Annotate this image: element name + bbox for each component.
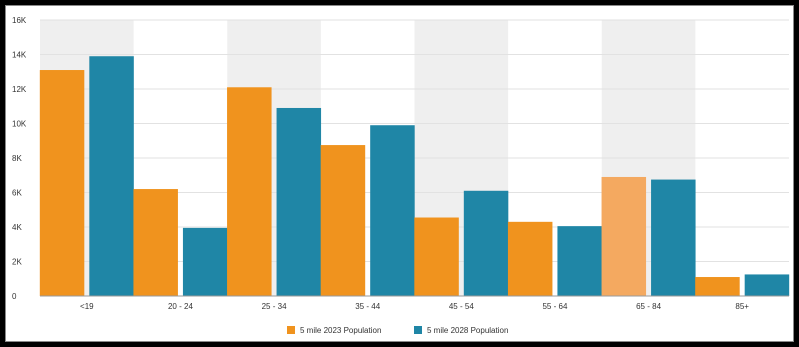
- x-tick-label: 35 - 44: [355, 302, 380, 311]
- y-tick-label: 4K: [12, 223, 22, 232]
- legend-label-2028: 5 mile 2028 Population: [427, 326, 508, 335]
- x-tick-label: 55 - 64: [542, 302, 567, 311]
- bar-2028[interactable]: [370, 125, 415, 296]
- legend: 5 mile 2023 Population 5 mile 2028 Popul…: [287, 326, 508, 335]
- bar-2023[interactable]: [320, 145, 366, 296]
- bar-2028[interactable]: [557, 226, 602, 296]
- y-tick-label: 14K: [12, 51, 27, 60]
- y-tick-label: 2K: [12, 258, 22, 267]
- bars: [39, 56, 790, 297]
- bar-2028[interactable]: [89, 56, 134, 296]
- bar-2023[interactable]: [695, 277, 740, 296]
- x-axis-tick-labels: <19 20 - 24 25 - 34 35 - 44 45 - 54 55 - 64 65…: [80, 302, 749, 311]
- bar-2023[interactable]: [414, 217, 459, 296]
- bar-2028[interactable]: [463, 190, 509, 296]
- x-tick-label: 85+: [735, 302, 749, 311]
- legend-swatch-2028: [414, 326, 422, 334]
- bar-2023[interactable]: [39, 70, 85, 297]
- legend-swatch-2023: [287, 326, 295, 334]
- y-tick-label: 12K: [12, 85, 27, 94]
- bar-2028[interactable]: [744, 274, 790, 296]
- bar-2028[interactable]: [651, 179, 696, 296]
- x-tick-label: 20 - 24: [168, 302, 193, 311]
- y-tick-label: 8K: [12, 154, 22, 163]
- bar-2023[interactable]: [601, 176, 647, 296]
- population-bar-chart: 0 2K 4K 6K 8K 10K 12K 14K 16K <19 20 - 24 25 - 34 3…: [12, 16, 790, 335]
- legend-item-2028[interactable]: 5 mile 2028 Population: [414, 326, 508, 335]
- chart-frame: 0 2K 4K 6K 8K 10K 12K 14K 16K <19 20 - 24 25 - 34 3…: [5, 5, 794, 342]
- bar-2028[interactable]: [276, 107, 322, 296]
- bar-2023[interactable]: [133, 189, 178, 296]
- bar-2023[interactable]: [507, 221, 553, 296]
- bar-2023[interactable]: [227, 87, 272, 297]
- x-tick-label: 25 - 34: [262, 302, 287, 311]
- x-tick-label: 65 - 84: [636, 302, 661, 311]
- y-axis-tick-labels: 0 2K 4K 6K 8K 10K 12K 14K 16K: [12, 16, 27, 301]
- y-tick-label: 16K: [12, 16, 27, 25]
- y-tick-label: 10K: [12, 120, 27, 129]
- legend-label-2023: 5 mile 2023 Population: [300, 326, 381, 335]
- bar-2028[interactable]: [182, 227, 228, 296]
- y-tick-label: 6K: [12, 189, 22, 198]
- x-tick-label: 45 - 54: [449, 302, 474, 311]
- y-tick-label: 0: [12, 292, 17, 301]
- x-tick-label: <19: [80, 302, 94, 311]
- legend-item-2023[interactable]: 5 mile 2023 Population: [287, 326, 381, 335]
